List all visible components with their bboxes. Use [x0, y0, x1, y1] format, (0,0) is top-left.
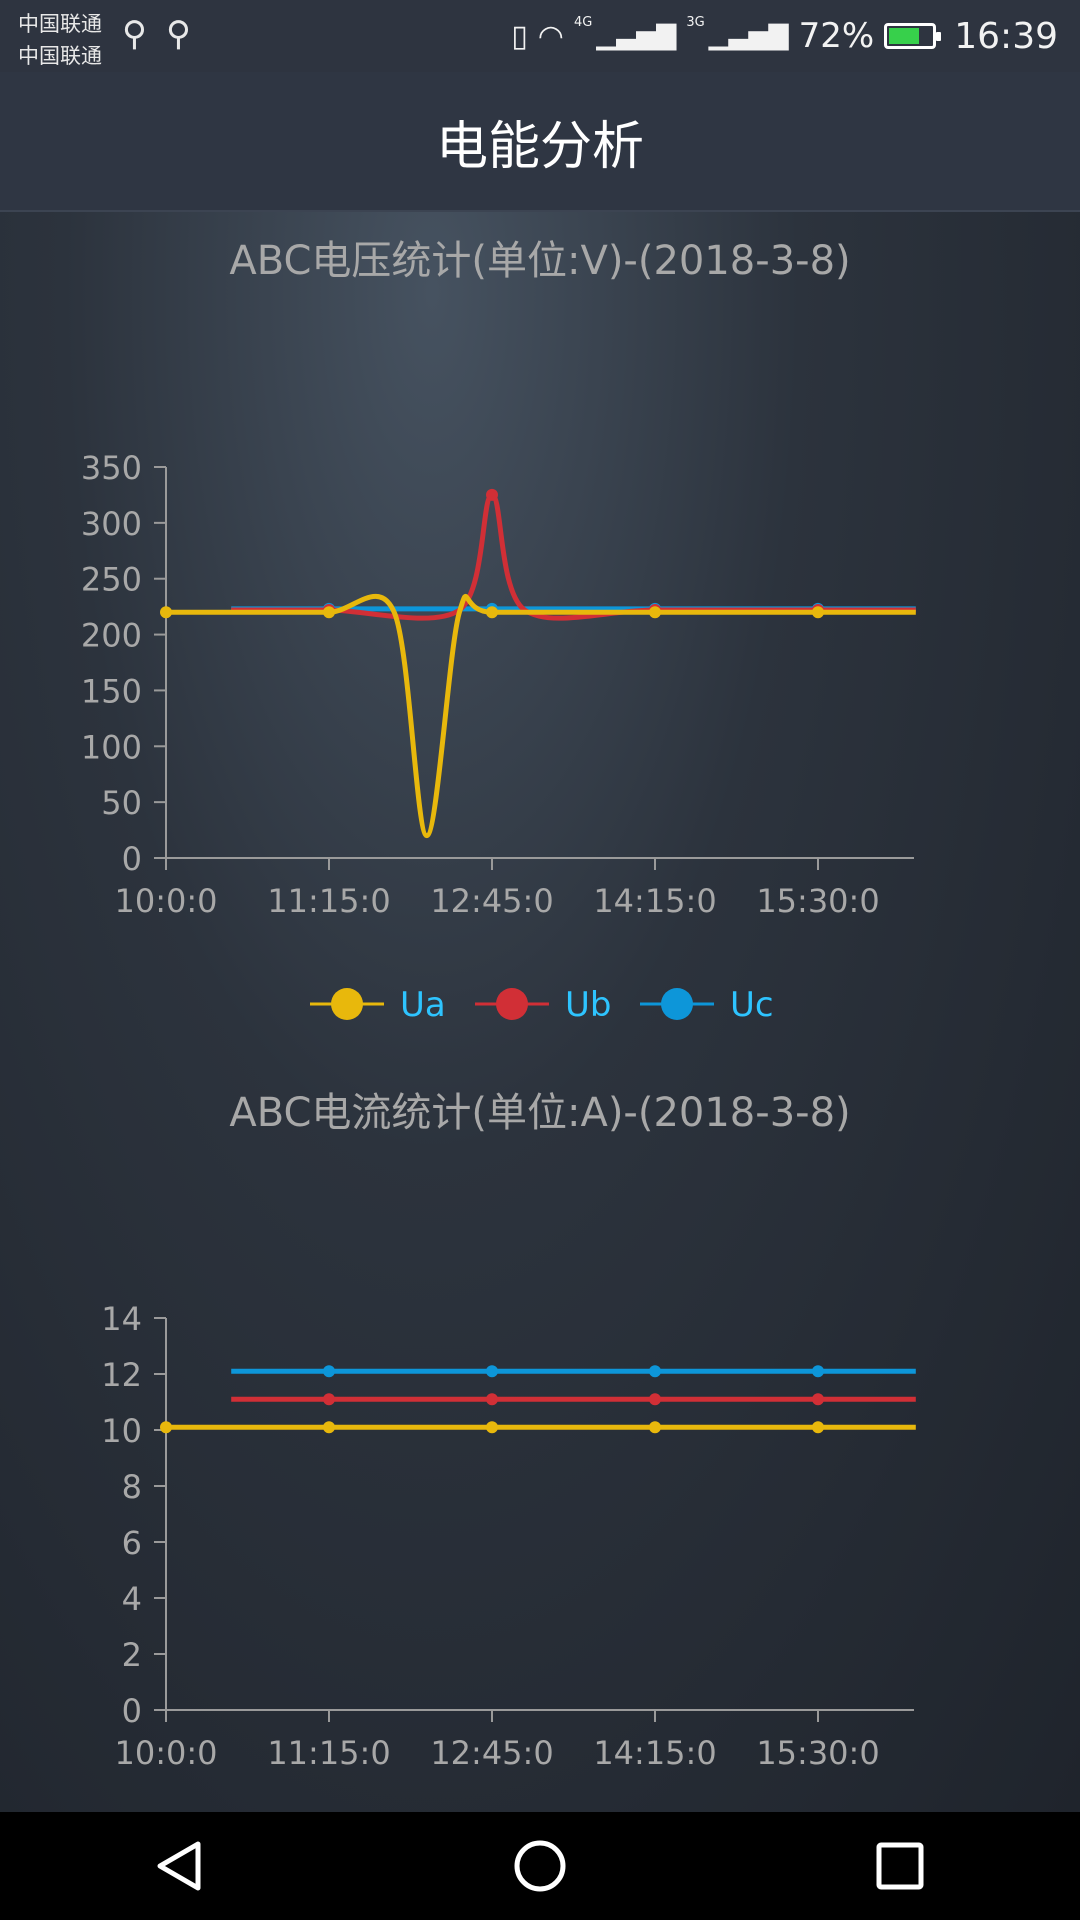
carrier-label-1: 中国联通: [18, 12, 102, 36]
usb-icon: ⚲: [122, 14, 147, 54]
legend-marker-ub: [496, 988, 528, 1020]
x-tick-label: 14:15:0: [593, 1734, 716, 1772]
y-tick-label: 0: [122, 840, 142, 878]
back-button[interactable]: [120, 1812, 240, 1920]
x-tick-label: 10:0:0: [115, 882, 218, 920]
y-tick-label: 0: [122, 1692, 142, 1730]
signal-icon: ▁▃▅▇: [708, 21, 789, 51]
y-tick-label: 50: [101, 784, 142, 822]
y-tick-label: 6: [122, 1524, 142, 1562]
y-tick-label: 4: [122, 1580, 142, 1618]
legend-marker-ua: [331, 988, 363, 1020]
home-button[interactable]: [480, 1812, 600, 1920]
legend-marker-uc: [661, 988, 693, 1020]
y-tick-label: 350: [81, 449, 142, 487]
legend: Ua Ub Uc: [310, 985, 774, 1025]
app-header: 电能分析: [0, 72, 1080, 212]
data-point-ua: [486, 1421, 498, 1434]
data-point-ub: [323, 1393, 335, 1406]
data-point-ua: [160, 1421, 172, 1434]
x-tick-label: 12:45:0: [430, 882, 553, 920]
home-icon: [514, 1840, 566, 1892]
battery-percent: 72%: [798, 16, 875, 56]
charts-area: ABC电压统计(单位:V)-(2018-3-8) 0 50 100 150 200 250 3…: [0, 212, 1080, 1812]
y-tick-label: 300: [81, 505, 142, 543]
chart-1: ABC电压统计(单位:V)-(2018-3-8) 0 50 100 150 200 250 3…: [81, 238, 916, 1025]
y-tick-label: 2: [122, 1636, 142, 1674]
usb-icon: ⚲: [166, 14, 191, 54]
data-point-uc: [486, 1365, 498, 1378]
x-tick-label: 12:45:0: [430, 1734, 553, 1772]
data-point-ua: [323, 606, 335, 619]
legend-label-uc: Uc: [730, 985, 774, 1025]
clock-time: 16:39: [954, 15, 1058, 57]
navigation-bar: [0, 1812, 1080, 1920]
y-tick-label: 150: [81, 672, 142, 710]
data-point-ua: [323, 1421, 335, 1434]
data-point-ua: [486, 606, 498, 619]
series-line-ua: [166, 593, 916, 839]
y-tick-label: 14: [101, 1300, 142, 1338]
data-point-ua: [649, 606, 661, 619]
battery-icon: [884, 23, 942, 49]
recents-button[interactable]: [840, 1812, 960, 1920]
back-icon: [157, 1841, 201, 1891]
y-tick-label: 12: [101, 1356, 142, 1394]
y-tick-label: 10: [101, 1412, 142, 1450]
data-point-ua: [812, 606, 824, 619]
status-right: ▯ ◠ 4G ▁▃▅▇ 3G ▁▃▅▇ 72% 16:39: [511, 12, 1058, 60]
y-tick-label: 250: [81, 561, 142, 599]
data-point-ub: [649, 1393, 661, 1406]
recents-icon: [876, 1842, 924, 1890]
chart-2: ABC电流统计(单位:A)-(2018-3-8) 0 2 4 6 8 10 12 14 10:0:…: [101, 1090, 916, 1772]
wifi-icon: ◠: [537, 18, 564, 54]
data-point-uc: [323, 1365, 335, 1378]
y-tick-label: 200: [81, 617, 142, 655]
x-tick-label: 11:15:0: [267, 1734, 390, 1772]
series-line-ub: [231, 492, 916, 621]
x-tick-label: 15:30:0: [756, 1734, 879, 1772]
x-tick-label: 15:30:0: [756, 882, 879, 920]
y-tick-label: 8: [122, 1468, 142, 1506]
x-tick-label: 11:15:0: [267, 882, 390, 920]
data-point-uc: [649, 1365, 661, 1378]
carrier-label-2: 中国联通: [18, 44, 102, 68]
legend-label-ub: Ub: [565, 985, 611, 1025]
network-type-1: 4G: [573, 15, 593, 30]
status-bar: 中国联通 中国联通 ⚲ ⚲ ▯ ◠ 4G ▁▃▅▇ 3G ▁▃▅▇ 72% 16…: [0, 0, 1080, 72]
network-type-2: 3G: [686, 15, 705, 30]
data-point-ub: [486, 1393, 498, 1406]
data-point-uc: [812, 1365, 824, 1378]
vibrate-icon: ▯: [511, 18, 528, 54]
data-point-ua: [812, 1421, 824, 1434]
page-title: 电能分析: [435, 116, 644, 177]
data-point-ub: [486, 488, 498, 501]
charts-svg: ABC电压统计(单位:V)-(2018-3-8)0501001502002503…: [81, 238, 916, 1772]
data-point-ub: [812, 1393, 824, 1406]
chart-title: ABC电流统计(单位:A)-(2018-3-8): [229, 1090, 850, 1136]
chart-title: ABC电压统计(单位:V)-(2018-3-8): [229, 238, 850, 284]
legend-label-ua: Ua: [400, 985, 446, 1025]
data-point-ua: [649, 1421, 661, 1434]
data-point-ua: [160, 606, 172, 619]
x-tick-label: 14:15:0: [593, 882, 716, 920]
x-tick-label: 10:0:0: [115, 1734, 218, 1772]
signal-icon: ▁▃▅▇: [596, 21, 677, 51]
y-tick-label: 100: [81, 728, 142, 766]
